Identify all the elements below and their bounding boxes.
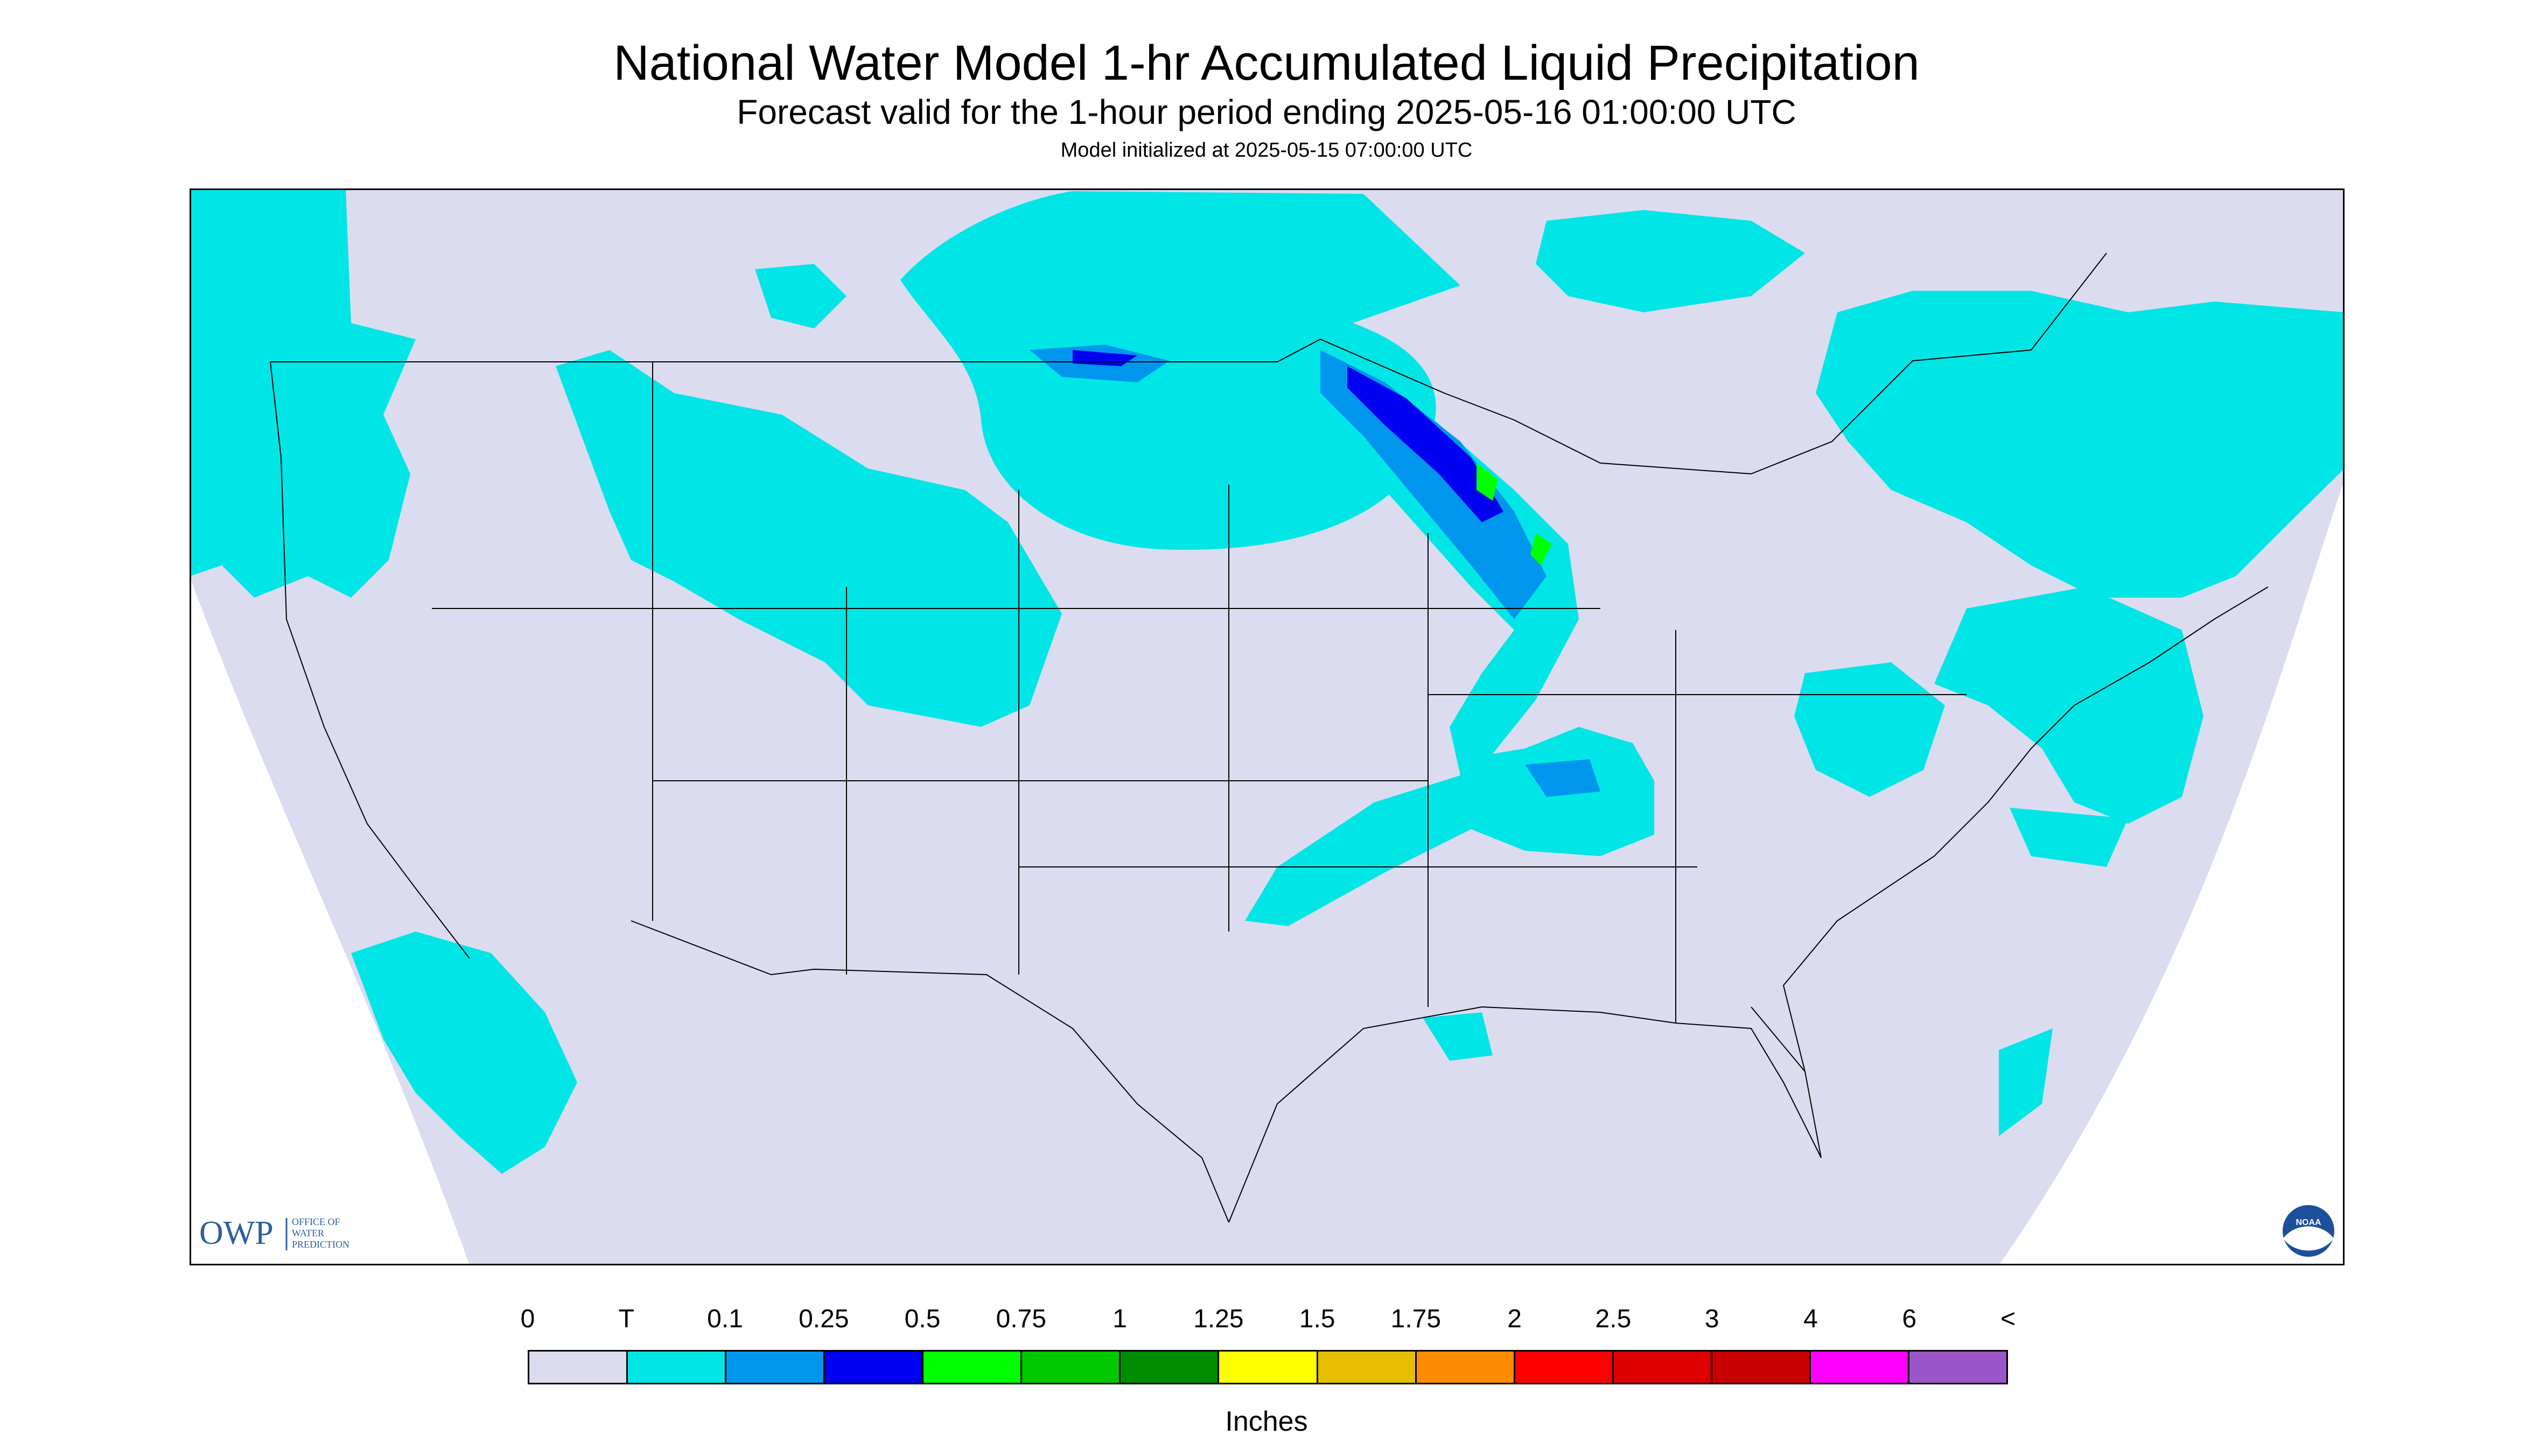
colorbar-swatch: #00e6e6 [628,1352,727,1383]
owp-logo-line2: WATER [292,1228,324,1238]
colorbar-tick-label: 1.5 [1299,1305,1335,1333]
us-mexico-border [631,920,1229,1223]
trace-precip-areas [190,188,2345,1174]
forecast-valid-subtitle: Forecast valid for the 1-hour period end… [737,93,1796,131]
colorbar-tick-label: < [2000,1305,2016,1333]
colorbar-swatch: #ffff00 [1219,1352,1318,1383]
southwest-mexico-precip [351,932,577,1174]
caribbean-cells [1999,1028,2053,1136]
colorbar-swatch: #ff00ff [1810,1352,1909,1383]
pacific-northwest-precip [190,188,416,598]
colorbar-tick-label: 0 [520,1305,535,1333]
political-borders [270,253,2269,1223]
mid-atlantic-precip [1934,587,2203,824]
colorbar-swatch: #dc0000 [1613,1352,1712,1383]
northeast-canada-precip [1816,291,2345,598]
noaa-logo-text: NOAA [2296,1218,2321,1227]
colorbar-tick-label: 2 [1507,1305,1522,1333]
colorbar-swatch: #0000f0 [825,1352,924,1383]
colorbar-swatch: #00c800 [1022,1352,1121,1383]
colorbar-units-label: Inches [1225,1406,1308,1437]
east-coast [1782,586,2269,1072]
colorbar-tick-label: 0.5 [904,1305,941,1333]
colorbar-tick-label: 4 [1803,1305,1818,1333]
great-lakes-core-blue [1347,366,1503,522]
west-coast [270,361,470,959]
page-title: National Water Model 1-hr Accumulated Li… [613,36,1920,90]
precipitation-map: OWP OFFICE OF WATER PREDICTION NOAA [190,188,2345,1265]
map-frame [190,188,2345,1265]
ohio-valley-precip [1794,662,1945,797]
owp-logo-line1: OFFICE OF [292,1216,340,1227]
atlantic-cells [2010,808,2128,867]
owp-logo: OWP OFFICE OF WATER PREDICTION [199,1215,349,1251]
owp-logo-line3: PREDICTION [292,1239,349,1250]
noaa-logo-wave [2283,1226,2334,1251]
colorbar-tick-label: 0.25 [799,1305,849,1333]
colorbar-swatch: #0096ee [726,1352,825,1383]
colorbar-tick-label: 1.25 [1193,1305,1244,1333]
colorbar-tick-label: 2.5 [1595,1305,1632,1333]
colorbar-swatch: #00ff00 [923,1352,1023,1383]
colorbar-tick-label: 3 [1704,1305,1719,1333]
montana-cells [755,264,846,328]
colorbar-tick-label: 0.75 [996,1305,1047,1333]
colorbar-tick-label: 1 [1112,1305,1127,1333]
northern-plains-low-precip [900,191,1460,550]
us-canada-border [270,253,2107,475]
colorbar-swatch: #ff0000 [1515,1352,1614,1383]
kentucky-core-light-blue [1525,759,1600,797]
gulf-cells [1423,1012,1493,1061]
owp-logo-text: OWP [199,1215,274,1251]
noaa-logo: NOAA [2283,1205,2334,1257]
colorbar-swatch: #ff8c00 [1416,1352,1515,1383]
great-lakes-core-green [1477,463,1498,501]
colorbar-swatch: #9a55c8 [1909,1352,2006,1383]
colorbar-swatch: #c80000 [1712,1352,1811,1383]
colorbar-swatch: #dcdcf0 [529,1352,628,1383]
precip-colorbar: #dcdcf0#00e6e6#0096ee#0000f0#00ff00#00c8… [528,1350,2008,1384]
colorbar-swatch: #008c00 [1121,1352,1220,1383]
colorbar-tick-label: 6 [1902,1305,1917,1333]
model-init-line: Model initialized at 2025-05-15 07:00:00… [1060,139,1473,162]
colorbar-tick-labels: 0 T 0.1 0.25 0.5 0.75 1 1.25 1.5 1.75 2 2.5 3 4 6 < [0,1303,2533,1341]
ontario-cells [1536,210,1805,312]
colorbar-tick-label: 0.1 [707,1305,743,1333]
colorbar-swatch: #e6be00 [1318,1352,1417,1383]
rockies-precip-band [556,350,1062,727]
colorbar-tick-label: T [618,1305,634,1333]
michigan-core-green [1530,533,1552,565]
colorbar-tick-label: 1.75 [1390,1305,1442,1333]
